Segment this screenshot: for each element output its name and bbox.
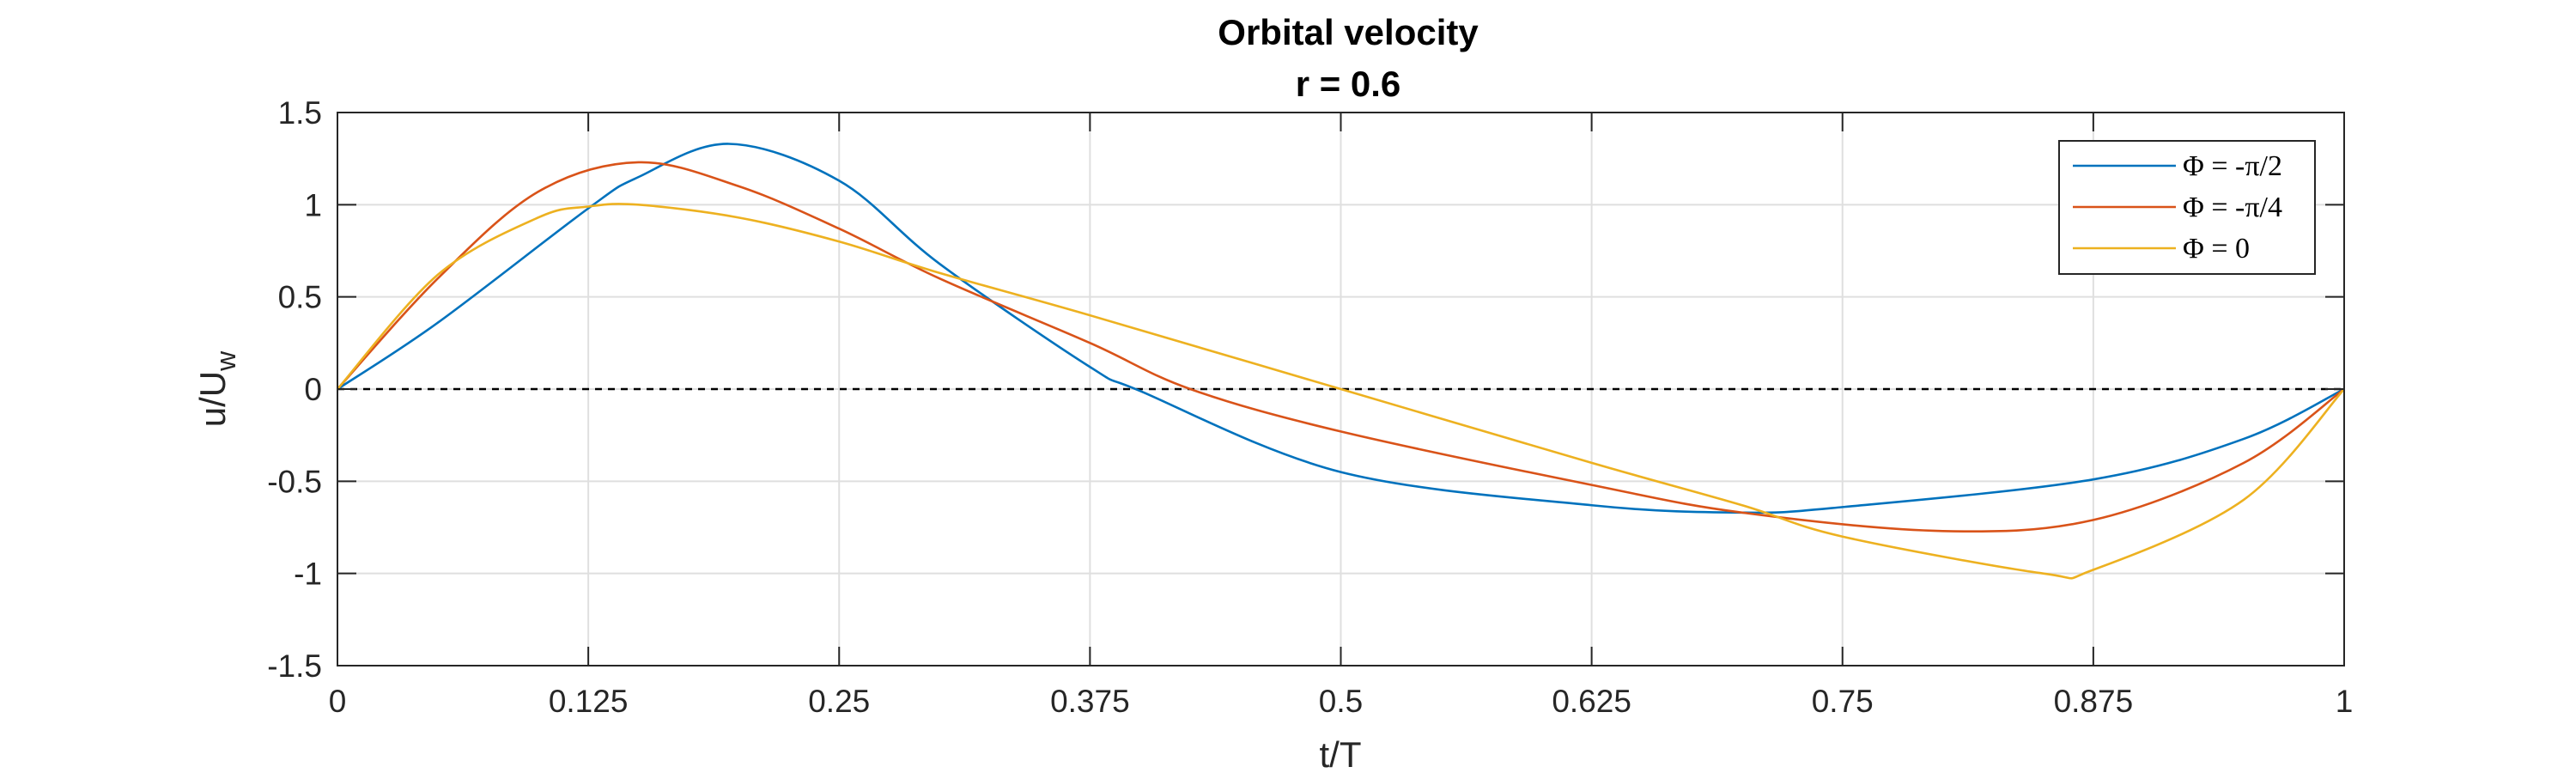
y-tick-label: 1.5 (278, 95, 322, 131)
y-axis-label: u/Uw (192, 350, 241, 427)
y-axis-label-main: u/U (192, 371, 233, 427)
y-tick-label: -1 (294, 557, 322, 592)
series-layer (337, 143, 2345, 580)
x-tick-label: 0.125 (549, 684, 629, 719)
legend-label-1: Φ = -π/2 (2183, 150, 2282, 182)
x-tick-label: 0.75 (1812, 684, 1874, 719)
legend-label-3: Φ = 0 (2183, 233, 2250, 265)
series-line-1 (337, 143, 2345, 514)
x-tick-label: 1 (2336, 684, 2354, 719)
y-axis-label-subscript: w (210, 350, 241, 372)
x-tick-label: 0.375 (1050, 684, 1130, 719)
series-line-3 (337, 203, 2345, 580)
y-tick-label: -0.5 (267, 464, 322, 499)
x-tick-label: 0.875 (2054, 684, 2134, 719)
series-line-2 (337, 161, 2345, 533)
chart-subtitle: r = 0.6 (1296, 64, 1401, 104)
x-tick-labels: 0 0.125 0.25 0.375 0.5 0.625 0.75 0.875 1 (329, 684, 2354, 719)
axes-box (337, 112, 2345, 666)
legend-label-2: Φ = -π/4 (2183, 192, 2282, 223)
chart-title: Orbital velocity (1218, 12, 1479, 52)
x-tick-label: 0.625 (1552, 684, 1631, 719)
x-tick-label: 0.5 (1319, 684, 1363, 719)
y-tick-label: 0.5 (278, 280, 322, 315)
y-tick-label: 1 (304, 187, 322, 222)
y-tick-label: -1.5 (267, 648, 322, 684)
y-tick-labels: 1.5 1 0.5 0 -0.5 -1 -1.5 (267, 95, 322, 684)
x-tick-label: 0 (329, 684, 347, 719)
x-axis-label: t/T (1320, 734, 1362, 773)
y-axis-label-group: u/Uw (192, 350, 241, 427)
y-tick-label: 0 (304, 372, 322, 407)
legend: Φ = -π/2 Φ = -π/4 Φ = 0 (2058, 140, 2316, 275)
x-tick-label: 0.25 (808, 684, 870, 719)
